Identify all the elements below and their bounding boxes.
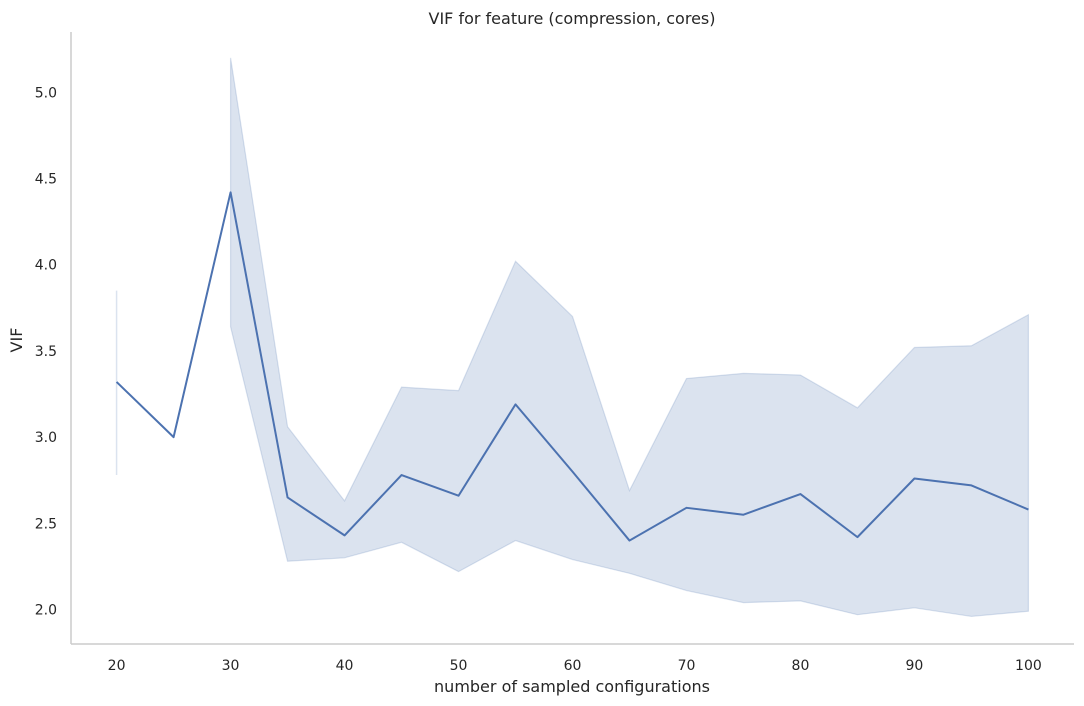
confidence-band: [229, 57, 1030, 618]
y-tick-labels: 2.0 2.5 3.0 3.5 4.0 4.5 5.0: [35, 85, 57, 618]
confidence-band-group: [115, 57, 1030, 618]
x-tick-label: 30: [222, 658, 240, 674]
x-tick-label: 50: [450, 658, 468, 674]
series-line: [115, 191, 1029, 542]
chart-title: VIF for feature (compression, cores): [429, 9, 716, 28]
y-tick-label: 5.0: [35, 85, 57, 101]
y-tick-label: 2.5: [35, 516, 57, 532]
y-tick-label: 3.0: [35, 430, 57, 446]
mean-line-group: [115, 191, 1029, 542]
x-tick-label: 80: [792, 658, 810, 674]
x-tick-label: 100: [1015, 658, 1042, 674]
y-tick-label: 4.5: [35, 172, 57, 188]
y-tick-label: 3.5: [35, 344, 57, 360]
x-axis-label: number of sampled configurations: [434, 677, 710, 696]
x-tick-label: 70: [678, 658, 696, 674]
x-tick-label: 60: [564, 658, 582, 674]
x-tick-label: 40: [336, 658, 354, 674]
x-tick-label: 20: [108, 658, 126, 674]
y-tick-label: 4.0: [35, 258, 57, 274]
x-tick-label: 90: [906, 658, 924, 674]
y-axis-label: VIF: [7, 328, 26, 353]
x-tick-labels: 20 30 40 50 60 70 80 90 100: [108, 658, 1042, 674]
y-tick-label: 2.0: [35, 603, 57, 619]
